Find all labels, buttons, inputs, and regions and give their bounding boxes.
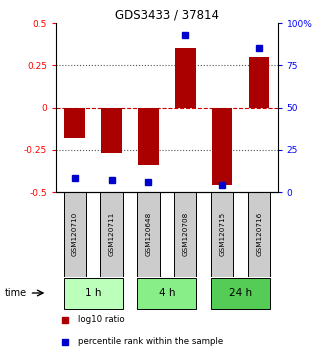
Bar [175, 48, 195, 108]
Text: GSM120711: GSM120711 [108, 212, 115, 256]
Bar [138, 108, 159, 165]
Text: 1 h: 1 h [85, 288, 101, 298]
Text: 4 h: 4 h [159, 288, 175, 298]
Bar [137, 192, 160, 276]
Text: time: time [5, 288, 27, 298]
Bar [100, 192, 123, 276]
Bar [64, 278, 123, 309]
Text: percentile rank within the sample: percentile rank within the sample [78, 337, 223, 346]
Title: GDS3433 / 37814: GDS3433 / 37814 [115, 9, 219, 22]
Bar [137, 278, 196, 309]
Text: 24 h: 24 h [229, 288, 252, 298]
Bar [211, 278, 270, 309]
Text: GSM120648: GSM120648 [145, 212, 152, 256]
Text: GSM120710: GSM120710 [72, 212, 78, 256]
Text: GSM120708: GSM120708 [182, 212, 188, 256]
Bar [211, 192, 233, 276]
Bar [65, 108, 85, 138]
Bar [174, 192, 196, 276]
Bar [64, 192, 86, 276]
Text: log10 ratio: log10 ratio [78, 315, 125, 324]
Text: GSM120716: GSM120716 [256, 212, 262, 256]
Bar [249, 57, 269, 108]
Text: GSM120715: GSM120715 [219, 212, 225, 256]
Bar [248, 192, 270, 276]
Bar [101, 108, 122, 153]
Bar [212, 108, 232, 185]
